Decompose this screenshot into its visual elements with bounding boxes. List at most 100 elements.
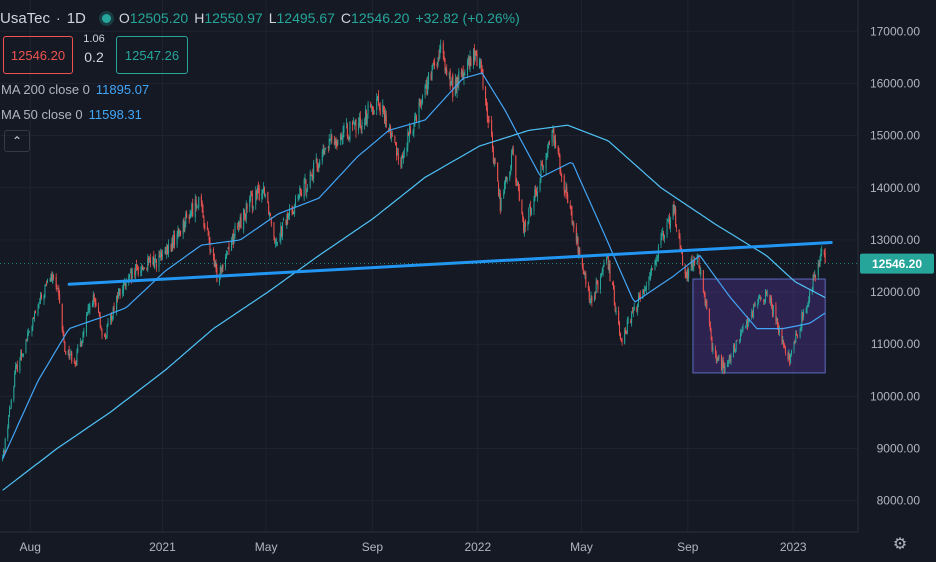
market-status-icon [101, 13, 111, 23]
candle-body [301, 192, 303, 197]
candle-body [649, 276, 651, 279]
candle-body [424, 85, 426, 95]
candle-body [148, 257, 150, 261]
candle-body [15, 363, 17, 367]
price-axis[interactable]: 17000.00 16000.00 15000.00 14000.00 13000.00… [0, 0, 920, 533]
candle-body [383, 106, 385, 111]
candle-body [805, 310, 807, 313]
candle-body [670, 219, 672, 228]
candle-body [625, 331, 627, 333]
candle-body [528, 207, 530, 223]
candle-body [438, 55, 440, 57]
candle-body [27, 333, 29, 342]
candle-body [274, 237, 276, 243]
candle-body [422, 96, 424, 103]
candle-body [250, 193, 252, 195]
candle-body [172, 238, 174, 248]
candle-body [134, 270, 136, 275]
range-box[interactable] [692, 278, 826, 374]
candle-body [403, 153, 405, 155]
candle-body [111, 317, 113, 319]
candle-body [452, 74, 454, 97]
x-tick-label: Aug [20, 540, 41, 554]
interval-label[interactable]: 1D [66, 9, 86, 27]
candle-body [811, 291, 813, 293]
candle-body [662, 231, 664, 233]
candle-body [735, 340, 737, 350]
candle-body [190, 213, 192, 216]
candle-body [609, 263, 611, 282]
candle-body [699, 268, 701, 275]
x-tick-label: Sep [677, 540, 699, 554]
candle-body [165, 251, 167, 253]
candle-body [710, 329, 712, 338]
candle-body [117, 295, 119, 299]
candle-body [246, 205, 248, 209]
candle-body [663, 235, 665, 239]
candle-body [397, 154, 399, 161]
ma200-value: 11895.07 [95, 82, 150, 97]
candle-body [639, 294, 641, 298]
candle-body [797, 337, 799, 338]
candle-body [343, 125, 345, 133]
candle-body [450, 81, 452, 84]
time-axis[interactable]: Aug 2021 May Sep 2022 May Sep 2023 [20, 540, 807, 554]
candle-body [545, 153, 547, 169]
candle-body [390, 127, 392, 137]
candle-body [442, 42, 444, 54]
candle-body [587, 284, 589, 291]
ma50-legend[interactable]: MA 50 close 0 11598.31 [1, 107, 142, 122]
candle-body [497, 163, 499, 182]
candle-body [322, 149, 324, 154]
candle-body [503, 192, 505, 197]
candle-body [600, 277, 602, 290]
candle-body [788, 353, 790, 360]
buy-button[interactable]: 12547.26 [116, 36, 188, 74]
candle-body [13, 387, 15, 400]
ma50-line [2, 72, 826, 460]
candle-body [3, 451, 5, 453]
candle-body [795, 333, 797, 343]
candle-body [130, 272, 132, 280]
candle-body [371, 106, 373, 111]
trend-line[interactable] [67, 241, 833, 286]
candle-body [99, 316, 101, 327]
sell-button[interactable]: 12546.20 [3, 36, 73, 74]
ma200-legend[interactable]: MA 200 close 0 11895.07 [1, 82, 149, 97]
candle-body [105, 336, 107, 338]
candle-body [687, 270, 689, 279]
candle-body [51, 275, 53, 282]
spread-display: 1.06 0.2 [74, 33, 114, 64]
gear-icon[interactable]: ⚙ [892, 536, 908, 553]
last-price-badge [860, 253, 934, 274]
symbol-name[interactable]: UsaTec [0, 9, 51, 27]
chevron-up-icon: ⌃ [11, 134, 23, 148]
candle-body [709, 322, 711, 330]
candle-body [790, 355, 792, 364]
candle-body [113, 306, 115, 312]
candle-body [724, 365, 726, 373]
candle-body [601, 271, 603, 272]
trend-line-segment[interactable] [67, 241, 833, 286]
candle-body [409, 128, 411, 134]
candle-body [583, 271, 585, 275]
candle-body [745, 326, 747, 328]
candle-body [407, 133, 409, 147]
collapse-legend-button[interactable]: ⌃ [4, 130, 30, 152]
candle-body [602, 268, 604, 273]
candle-body [408, 132, 410, 136]
candle-body [34, 311, 36, 314]
candle-body [396, 146, 398, 157]
candle-body [644, 289, 646, 292]
candle-body [384, 113, 386, 122]
candle-body [412, 132, 414, 134]
ma200-line [2, 124, 826, 491]
range-box-rect[interactable] [692, 278, 826, 374]
candle-body [295, 198, 297, 206]
candle-body [727, 362, 729, 367]
candle-body [414, 117, 416, 127]
candle-body [116, 296, 118, 312]
candle-body [667, 219, 669, 221]
candle-body [37, 308, 39, 315]
